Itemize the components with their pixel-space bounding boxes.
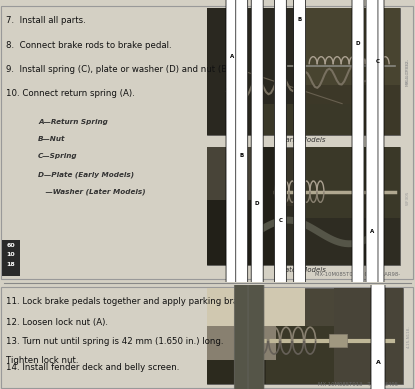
Bar [294, 9, 400, 85]
Bar [207, 147, 275, 265]
Circle shape [248, 0, 264, 389]
Text: 13. Turn nut until spring is 42 mm (1.650 in.) long.: 13. Turn nut until spring is 42 mm (1.65… [6, 337, 224, 346]
Text: 10: 10 [7, 252, 15, 258]
Bar [207, 147, 400, 265]
Text: C: C [376, 59, 380, 64]
Bar [207, 326, 276, 360]
Text: MX-10M085T013 - 04/07MAR98-: MX-10M085T013 - 04/07MAR98- [315, 272, 400, 277]
Bar [255, 103, 352, 135]
Bar [329, 334, 347, 347]
Bar [207, 288, 266, 384]
Circle shape [352, 0, 364, 389]
Text: 12. Loosen lock nut (A).: 12. Loosen lock nut (A). [6, 318, 108, 327]
Circle shape [366, 0, 378, 389]
Text: D: D [255, 201, 259, 206]
Text: 10. Connect return spring (A).: 10. Connect return spring (A). [6, 89, 135, 98]
Text: A—Return Spring: A—Return Spring [38, 119, 108, 124]
Bar [266, 326, 334, 384]
Bar [207, 288, 403, 384]
Bar [2, 240, 20, 276]
Text: B—Nut: B—Nut [38, 136, 66, 142]
Text: 11. Lock brake pedals together and apply parking brake.: 11. Lock brake pedals together and apply… [6, 297, 251, 306]
Text: WF305: WF305 [406, 190, 410, 205]
Bar [207, 9, 400, 135]
Text: 8.  Connect brake rods to brake pedal.: 8. Connect brake rods to brake pedal. [6, 41, 172, 50]
Text: 4-15-N118-: 4-15-N118- [407, 326, 411, 348]
Bar [207, 288, 305, 326]
Text: MX-10M085T013 - T6-14-8495-: MX-10M085T013 - T6-14-8495- [318, 382, 400, 387]
Text: —Washer (Later Models): —Washer (Later Models) [38, 188, 146, 195]
Circle shape [372, 0, 384, 389]
Text: A: A [230, 54, 234, 59]
Circle shape [294, 0, 305, 389]
Text: A: A [376, 360, 381, 365]
Text: Early Models: Early Models [281, 137, 326, 143]
Text: 9.  Install spring (C), plate or washer (D) and nut (B).: 9. Install spring (C), plate or washer (… [6, 65, 233, 74]
Text: D—Plate (Early Models): D—Plate (Early Models) [38, 171, 134, 177]
Circle shape [274, 0, 286, 389]
Text: C—Spring: C—Spring [38, 153, 78, 159]
Text: B: B [298, 17, 302, 22]
Text: 7.  Install all parts.: 7. Install all parts. [6, 16, 86, 25]
Bar [275, 206, 400, 265]
Text: 60: 60 [7, 243, 15, 247]
Bar [334, 288, 403, 384]
Bar [207, 147, 255, 200]
Text: 18: 18 [7, 262, 15, 267]
Circle shape [234, 0, 250, 389]
Text: A: A [370, 230, 374, 235]
Circle shape [236, 0, 248, 389]
Text: MX-4-CF332-: MX-4-CF332- [406, 58, 410, 84]
Text: Tighten lock nut.: Tighten lock nut. [6, 356, 78, 364]
Circle shape [251, 0, 263, 389]
Text: C: C [278, 217, 282, 223]
Circle shape [226, 0, 238, 389]
Bar [303, 147, 400, 218]
Circle shape [371, 0, 385, 389]
Bar [207, 9, 294, 135]
Text: D: D [356, 42, 360, 47]
Text: MX-4-CF332-: MX-4-CF332- [406, 58, 410, 86]
Text: 14. Install fender deck and belly screen.: 14. Install fender deck and belly screen… [6, 363, 179, 372]
Text: Later Models: Later Models [281, 266, 326, 273]
Text: B: B [239, 152, 244, 158]
